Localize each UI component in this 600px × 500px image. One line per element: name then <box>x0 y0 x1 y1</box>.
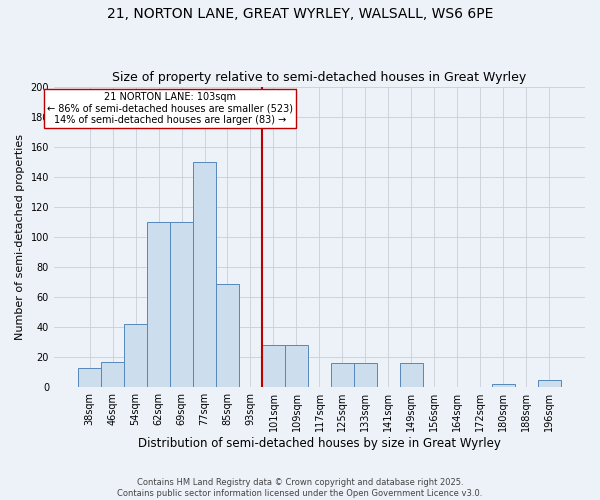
Bar <box>285 345 308 387</box>
Bar <box>78 368 101 387</box>
Bar <box>216 284 239 387</box>
Bar <box>354 363 377 387</box>
Bar <box>262 345 285 387</box>
Bar <box>492 384 515 387</box>
Bar <box>331 363 354 387</box>
Text: 21 NORTON LANE: 103sqm
← 86% of semi-detached houses are smaller (523)
14% of se: 21 NORTON LANE: 103sqm ← 86% of semi-det… <box>47 92 293 125</box>
Title: Size of property relative to semi-detached houses in Great Wyrley: Size of property relative to semi-detach… <box>112 72 527 85</box>
X-axis label: Distribution of semi-detached houses by size in Great Wyrley: Distribution of semi-detached houses by … <box>138 437 501 450</box>
Bar <box>124 324 147 387</box>
Bar <box>193 162 216 387</box>
Text: Contains HM Land Registry data © Crown copyright and database right 2025.
Contai: Contains HM Land Registry data © Crown c… <box>118 478 482 498</box>
Bar <box>400 363 423 387</box>
Bar <box>170 222 193 387</box>
Bar <box>101 362 124 387</box>
Bar <box>538 380 561 387</box>
Y-axis label: Number of semi-detached properties: Number of semi-detached properties <box>15 134 25 340</box>
Bar <box>147 222 170 387</box>
Text: 21, NORTON LANE, GREAT WYRLEY, WALSALL, WS6 6PE: 21, NORTON LANE, GREAT WYRLEY, WALSALL, … <box>107 8 493 22</box>
